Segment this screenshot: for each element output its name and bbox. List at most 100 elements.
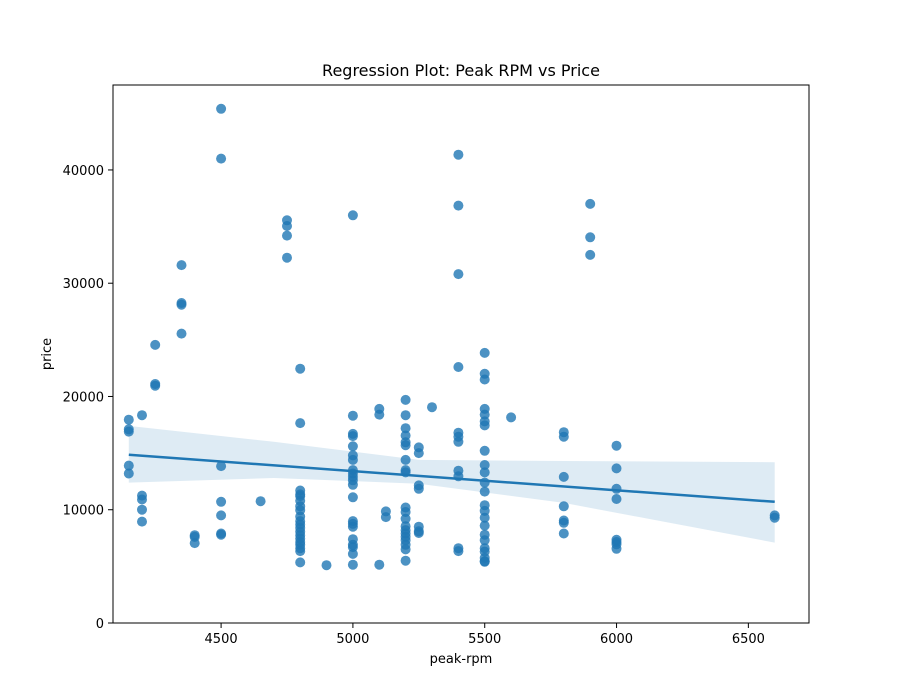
- data-point: [347, 492, 358, 503]
- data-point: [453, 200, 464, 211]
- y-axis-label: price: [40, 338, 55, 370]
- data-point: [611, 543, 622, 554]
- data-point: [400, 394, 411, 405]
- data-point: [347, 210, 358, 221]
- data-point: [380, 512, 391, 523]
- data-point: [176, 299, 187, 310]
- data-point: [506, 412, 517, 423]
- data-point: [347, 559, 358, 570]
- data-point: [479, 420, 490, 431]
- data-point: [400, 454, 411, 465]
- data-point: [216, 496, 227, 507]
- x-tick-label: 5000: [336, 632, 369, 647]
- data-point: [347, 441, 358, 452]
- data-point: [216, 103, 227, 114]
- data-point: [479, 460, 490, 470]
- data-point: [189, 538, 200, 549]
- data-point: [769, 512, 780, 523]
- data-point: [137, 410, 147, 421]
- regression-line: [128, 453, 775, 504]
- data-point: [347, 548, 358, 559]
- plot-area: 4500 5000 5500 6000 6500 0 10000 20000 30000 4000…: [63, 103, 780, 647]
- data-point: [216, 153, 227, 164]
- data-point: [413, 483, 424, 494]
- data-point: [453, 546, 464, 557]
- data-point: [558, 517, 569, 528]
- data-point: [347, 431, 358, 442]
- y-tick-label: 40000: [63, 164, 104, 179]
- data-point: [585, 232, 596, 243]
- data-point: [123, 414, 134, 425]
- data-point: [295, 363, 306, 374]
- data-point: [374, 559, 385, 570]
- data-point: [479, 347, 490, 358]
- data-point: [347, 454, 358, 465]
- data-point: [479, 374, 490, 385]
- x-tick-label: 6000: [600, 632, 633, 647]
- data-point: [321, 560, 332, 571]
- data-point: [295, 418, 306, 429]
- data-point: [400, 513, 411, 524]
- data-point: [295, 557, 306, 568]
- data-point: [479, 535, 490, 546]
- x-tick-label: 5500: [468, 632, 501, 647]
- data-point: [255, 496, 266, 507]
- data-point: [123, 468, 134, 479]
- data-point: [216, 529, 227, 540]
- data-point: [216, 461, 227, 472]
- data-point: [585, 249, 596, 260]
- data-point: [374, 409, 385, 420]
- data-point: [137, 516, 147, 527]
- data-point: [479, 445, 490, 456]
- confidence-band: [128, 425, 775, 543]
- x-axis-label: peak-rpm: [430, 652, 493, 667]
- data-point: [282, 221, 292, 231]
- data-point: [137, 504, 147, 515]
- data-point: [400, 440, 411, 451]
- data-point: [123, 460, 134, 471]
- data-point: [453, 436, 464, 447]
- data-point: [347, 479, 358, 490]
- data-point: [453, 362, 464, 372]
- data-point: [413, 528, 424, 538]
- chart-title: Regression Plot: Peak RPM vs Price: [322, 61, 600, 80]
- data-point: [453, 269, 464, 280]
- data-point: [558, 501, 569, 512]
- data-point: [479, 556, 490, 567]
- y-tick-label: 10000: [63, 504, 104, 519]
- plot-frame: [112, 84, 810, 624]
- y-tick-label: 20000: [63, 390, 104, 405]
- data-point: [176, 260, 187, 271]
- data-point: [479, 512, 490, 523]
- data-point: [150, 339, 161, 350]
- data-point: [347, 410, 358, 421]
- data-point: [558, 528, 569, 539]
- data-point: [611, 463, 622, 474]
- y-tick-label: 0: [96, 617, 104, 632]
- data-point: [611, 494, 622, 504]
- x-tick-label: 6500: [732, 632, 765, 647]
- x-tick-label: 4500: [205, 632, 238, 647]
- data-point: [400, 423, 411, 434]
- data-point: [150, 380, 161, 391]
- data-point: [479, 486, 490, 497]
- data-point: [558, 471, 569, 482]
- data-point: [585, 198, 596, 209]
- data-point: [137, 494, 147, 505]
- y-tick-label: 30000: [63, 277, 104, 292]
- data-point: [611, 440, 622, 451]
- data-point: [413, 448, 424, 459]
- data-point: [123, 426, 134, 437]
- data-point: [282, 230, 292, 241]
- data-point: [479, 467, 490, 478]
- data-point: [479, 477, 490, 488]
- data-point: [282, 252, 292, 263]
- data-point: [216, 510, 227, 521]
- data-point: [347, 521, 358, 532]
- data-point: [453, 149, 464, 160]
- data-point: [479, 520, 490, 531]
- data-point: [295, 546, 306, 557]
- data-point: [558, 431, 569, 442]
